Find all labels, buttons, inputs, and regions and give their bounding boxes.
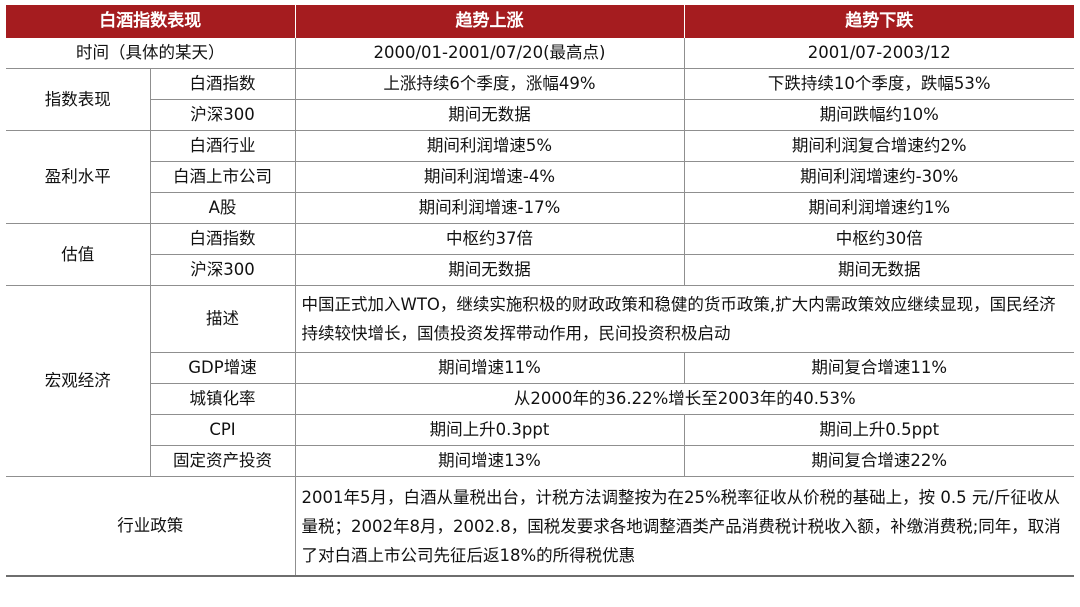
table-row-macro-fai: 固定资产投资 期间增速13% 期间复合增速22% (6, 445, 1074, 477)
value-down: 期间跌幅约10% (683, 99, 1074, 131)
item-label: A股 (150, 192, 296, 224)
item-label: 白酒行业 (150, 130, 296, 162)
policy-label: 行业政策 (6, 476, 296, 577)
item-label: 城镇化率 (150, 383, 296, 415)
value-down: 期间上升0.5ppt (683, 414, 1074, 446)
value-up: 中枢约37倍 (295, 223, 684, 255)
value-up: 上涨持续6个季度，涨幅49% (295, 68, 684, 100)
policy-text: 2001年5月，白酒从量税出台，计税方法调整按为在25%税率征收从价税的基础上，… (295, 476, 1074, 577)
item-label: GDP增速 (150, 352, 296, 384)
item-label: 白酒指数 (150, 223, 296, 255)
table-row-policy: 行业政策 2001年5月，白酒从量税出台，计税方法调整按为在25%税率征收从价税… (6, 476, 1074, 577)
value-up: 期间利润增速5% (295, 130, 684, 162)
item-label: 固定资产投资 (150, 445, 296, 477)
table-row-macro-urban: 城镇化率 从2000年的36.22%增长至2003年的40.53% (6, 383, 1074, 415)
table-row-profit-ashare: A股 期间利润增速-17% 期间利润增速约1% (6, 192, 1074, 224)
item-label: CPI (150, 414, 296, 446)
value-down: 期间利润复合增速约2% (683, 130, 1074, 162)
header-index-performance: 白酒指数表现 (6, 5, 295, 38)
time-down: 2001/07-2003/12 (683, 38, 1074, 69)
macro-description: 中国正式加入WTO，继续实施积极的财政政策和稳健的货币政策,扩大内需政策效应继续… (295, 285, 1074, 353)
item-label: 沪深300 (150, 99, 296, 131)
value-down: 下跌持续10个季度，跌幅53% (683, 68, 1074, 100)
item-label: 描述 (150, 285, 296, 353)
group-valuation: 估值 (6, 223, 151, 286)
value-up: 期间利润增速-17% (295, 192, 684, 224)
item-label: 白酒上市公司 (150, 161, 296, 193)
table-row-time: 时间（具体的某天） 2000/01-2001/07/20(最高点) 2001/0… (6, 38, 1074, 69)
value-down: 期间利润增速约-30% (683, 161, 1074, 193)
value-up: 期间增速11% (295, 352, 684, 384)
value-up: 期间增速13% (295, 445, 684, 477)
header-trend-up: 趋势上涨 (294, 5, 684, 38)
value-down: 期间无数据 (683, 254, 1074, 286)
header-trend-down: 趋势下跌 (683, 5, 1074, 38)
table-row-macro-cpi: CPI 期间上升0.3ppt 期间上升0.5ppt (6, 414, 1074, 446)
table-row-macro-gdp: GDP增速 期间增速11% 期间复合增速11% (6, 352, 1074, 384)
table-row-macro-desc: 宏观经济 描述 中国正式加入WTO，继续实施积极的财政政策和稳健的货币政策,扩大… (6, 285, 1074, 477)
value-down: 期间复合增速11% (683, 352, 1074, 384)
group-profit-level: 盈利水平 (6, 130, 151, 224)
item-label: 沪深300 (150, 254, 296, 286)
group-macro-economy: 宏观经济 (6, 285, 151, 477)
value-down: 期间利润增速约1% (683, 192, 1074, 224)
value-up: 期间无数据 (295, 254, 684, 286)
time-up: 2000/01-2001/07/20(最高点) (295, 38, 684, 69)
table-row-valuation-hs300: 沪深300 期间无数据 期间无数据 (6, 254, 1074, 286)
table-row-index-baijiu: 指数表现 白酒指数 上涨持续6个季度，涨幅49% 下跌持续10个季度，跌幅53% (6, 68, 1074, 131)
table-row-profit-listed: 白酒上市公司 期间利润增速-4% 期间利润增速约-30% (6, 161, 1074, 193)
value-down: 中枢约30倍 (683, 223, 1074, 255)
table-row-index-hs300: 沪深300 期间无数据 期间跌幅约10% (6, 99, 1074, 131)
comparison-table-container: 白酒指数表现 趋势上涨 趋势下跌 时间（具体的某天） 2000/01-2001/… (6, 5, 1074, 577)
item-label: 白酒指数 (150, 68, 296, 100)
baijiu-index-comparison-table: 白酒指数表现 趋势上涨 趋势下跌 时间（具体的某天） 2000/01-2001/… (6, 5, 1074, 577)
value-up: 期间上升0.3ppt (295, 414, 684, 446)
table-row-profit-industry: 盈利水平 白酒行业 期间利润增速5% 期间利润复合增速约2% (6, 130, 1074, 224)
value-up: 期间无数据 (295, 99, 684, 131)
time-label: 时间（具体的某天） (6, 38, 296, 69)
value-up: 期间利润增速-4% (295, 161, 684, 193)
urbanization-value: 从2000年的36.22%增长至2003年的40.53% (295, 383, 1074, 415)
group-index-performance: 指数表现 (6, 68, 151, 131)
table-row-valuation-baijiu: 估值 白酒指数 中枢约37倍 中枢约30倍 (6, 223, 1074, 286)
value-down: 期间复合增速22% (683, 445, 1074, 477)
table-header-row: 白酒指数表现 趋势上涨 趋势下跌 (6, 5, 1074, 38)
